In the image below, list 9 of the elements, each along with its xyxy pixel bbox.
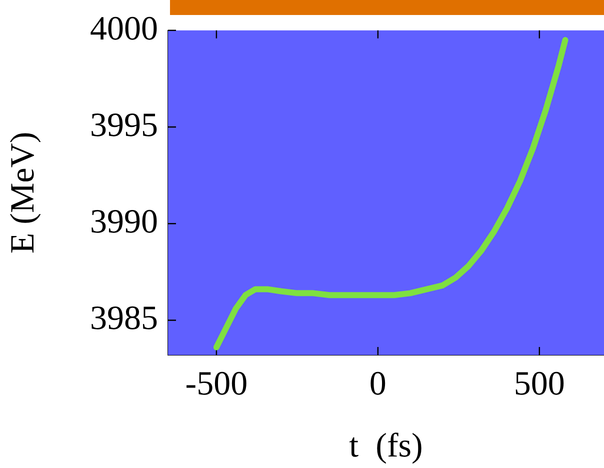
x-tick-label: -500 — [185, 365, 248, 402]
y-axis-title: E (MeV) — [4, 132, 42, 254]
x-tick-label: 500 — [514, 365, 565, 402]
y-tick-label: 3990 — [90, 204, 158, 241]
y-tick-label: 4000 — [90, 10, 158, 48]
x-tick-label: 0 — [369, 365, 386, 402]
y-tick-label: 3985 — [90, 300, 158, 338]
x-axis-title: t (fs) — [349, 428, 423, 465]
y-tick-label: 3995 — [90, 106, 158, 144]
